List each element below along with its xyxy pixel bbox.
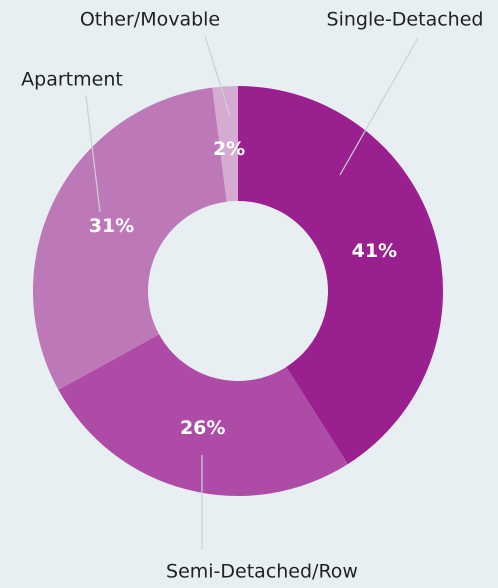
category-label: Apartment bbox=[21, 69, 123, 91]
leader-line bbox=[204, 35, 231, 117]
leader-line bbox=[85, 95, 101, 213]
leader-line bbox=[339, 37, 419, 176]
value-label: 2% bbox=[213, 138, 245, 160]
value-label: 31% bbox=[89, 215, 134, 237]
donut-slice bbox=[238, 86, 444, 465]
value-label: 41% bbox=[352, 240, 397, 262]
category-label: Other/Movable bbox=[80, 9, 220, 31]
donut-slice bbox=[33, 87, 227, 390]
category-label: Semi-Detached/Row bbox=[166, 561, 358, 583]
category-label: Single-Detached bbox=[327, 9, 484, 31]
donut-slice bbox=[212, 86, 238, 202]
donut-slice bbox=[58, 334, 348, 496]
value-label: 26% bbox=[180, 417, 225, 439]
